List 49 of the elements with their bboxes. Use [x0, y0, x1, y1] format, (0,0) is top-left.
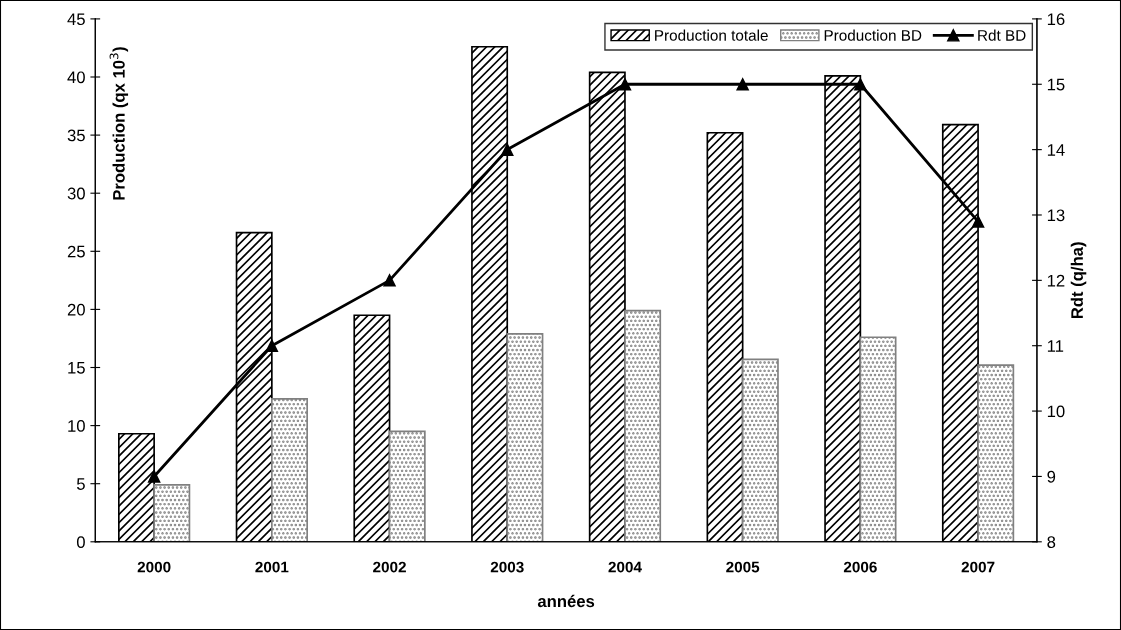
x-tick-label: 2006	[843, 561, 877, 573]
bar	[977, 364, 1015, 542]
y2-tick-label: 16	[1047, 13, 1065, 26]
y-tick-label: 35	[67, 129, 85, 142]
y-tick-label: 10	[68, 420, 85, 432]
point	[265, 339, 279, 352]
y2-tick-label: 13	[1047, 209, 1065, 222]
legend-label: Rdt BD	[978, 29, 1026, 41]
bar	[153, 484, 191, 542]
y-tick-label: 25	[67, 245, 85, 258]
x-tick-label: 2000	[137, 561, 171, 573]
y2-tick-label: 14	[1047, 144, 1065, 156]
point	[147, 470, 161, 483]
bar	[624, 309, 662, 542]
y-axis-title: Production (qx 10$^{3}$)	[109, 47, 129, 200]
y2-tick-label: 12	[1047, 274, 1065, 287]
y-tick-label: 15	[68, 362, 85, 374]
bar	[859, 336, 897, 542]
y2-tick-label: 15	[1047, 78, 1065, 91]
y2-tick-label: 8	[1047, 536, 1056, 548]
point	[618, 78, 632, 91]
y-tick-label: 5	[76, 478, 85, 490]
x-tick-label: 2002	[373, 561, 406, 573]
point	[383, 274, 396, 287]
bar	[506, 332, 544, 542]
point	[854, 78, 867, 91]
bar	[271, 398, 308, 542]
y-tick-label: 45	[67, 13, 85, 26]
y-tick-label: 30	[67, 187, 85, 200]
legend-label: Production BD	[824, 29, 922, 41]
y-tick-label: 0	[76, 536, 85, 548]
bar	[741, 358, 779, 542]
x-tick-label: 2007	[961, 561, 995, 573]
legend-label: Production totale	[655, 29, 768, 41]
y2-axis-title: Rdt (q/ha)	[1070, 242, 1087, 319]
bar	[388, 430, 426, 542]
x-axis-title: années	[537, 594, 595, 608]
x-tick-label: 2003	[490, 561, 524, 573]
y-tick-label: 20	[67, 303, 85, 316]
y2-tick-label: 9	[1047, 470, 1056, 483]
point	[736, 78, 749, 91]
x-tick-label: 2005	[726, 561, 760, 573]
x-tick-label: 2001	[255, 561, 289, 573]
point	[971, 215, 985, 228]
x-tick-label: 2004	[608, 561, 642, 573]
point	[501, 143, 514, 156]
y2-tick-label: 11	[1047, 340, 1064, 352]
y-tick-label: 40	[67, 71, 85, 84]
y2-tick-label: 10	[1047, 405, 1065, 418]
